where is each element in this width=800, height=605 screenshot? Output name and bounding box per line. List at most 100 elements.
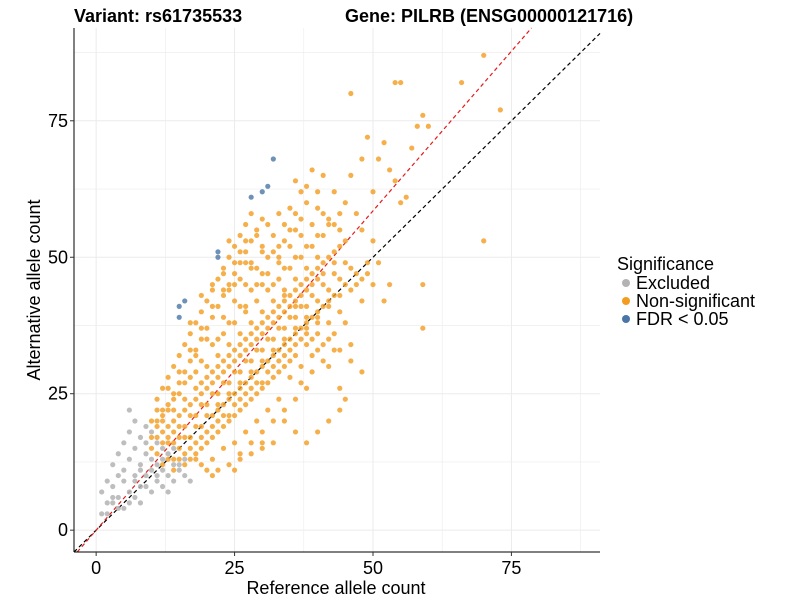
legend-key-fdr-0-05	[622, 315, 630, 323]
point-non-significant	[193, 423, 199, 430]
point-non-significant	[276, 347, 282, 353]
point-non-significant	[292, 331, 299, 337]
point-non-significant	[320, 260, 326, 266]
point-non-significant	[276, 396, 282, 402]
point-non-significant	[315, 347, 321, 353]
point-non-significant	[303, 331, 310, 337]
point-non-significant	[231, 412, 238, 419]
point-non-significant	[226, 363, 232, 370]
point-non-significant	[209, 303, 216, 309]
y-tick-label: 25	[48, 384, 68, 404]
point-non-significant	[326, 363, 332, 370]
point-non-significant	[198, 434, 204, 440]
point-non-significant	[209, 287, 216, 293]
point-non-significant	[309, 352, 315, 359]
point-non-significant	[248, 358, 254, 364]
point-non-significant	[231, 298, 238, 304]
point-non-significant	[254, 232, 260, 239]
point-non-significant	[337, 309, 343, 315]
point-non-significant	[359, 298, 365, 304]
point-non-significant	[309, 314, 315, 320]
point-non-significant	[281, 407, 287, 413]
point-excluded	[115, 472, 121, 479]
point-non-significant	[281, 336, 287, 342]
point-non-significant	[187, 445, 193, 451]
point-non-significant	[237, 232, 243, 239]
point-non-significant	[265, 358, 271, 364]
point-non-significant	[204, 429, 210, 435]
point-excluded	[165, 472, 171, 479]
point-non-significant	[165, 440, 171, 446]
point-excluded	[99, 511, 105, 517]
legend-label-non-significant: Non-significant	[636, 291, 755, 311]
point-non-significant	[237, 407, 243, 413]
point-non-significant	[176, 434, 182, 440]
point-non-significant	[298, 363, 304, 370]
point-excluded	[137, 467, 144, 473]
point-non-significant	[303, 243, 310, 249]
point-fdr-0-05	[265, 183, 271, 189]
point-non-significant	[281, 298, 287, 304]
point-non-significant	[187, 402, 193, 408]
point-non-significant	[171, 407, 177, 413]
point-non-significant	[220, 445, 227, 451]
point-non-significant	[270, 249, 276, 255]
point-non-significant	[326, 221, 332, 228]
variant-title: Variant: rs61735533	[74, 6, 242, 26]
point-non-significant	[215, 336, 221, 342]
point-non-significant	[187, 374, 193, 380]
point-non-significant	[243, 358, 249, 364]
point-non-significant	[243, 391, 249, 397]
point-non-significant	[148, 434, 155, 440]
point-non-significant	[298, 254, 304, 260]
point-excluded	[159, 445, 166, 451]
point-non-significant	[165, 423, 171, 430]
point-non-significant	[220, 265, 227, 271]
point-non-significant	[270, 418, 276, 424]
point-non-significant	[243, 221, 249, 228]
point-non-significant	[198, 380, 204, 386]
point-non-significant	[315, 309, 321, 315]
point-non-significant	[220, 380, 227, 386]
point-non-significant	[220, 369, 227, 375]
point-non-significant	[303, 287, 310, 293]
point-excluded	[104, 511, 110, 517]
point-non-significant	[254, 265, 260, 271]
point-excluded	[104, 478, 110, 484]
point-non-significant	[237, 380, 243, 386]
point-non-significant	[337, 407, 343, 413]
point-excluded	[187, 478, 193, 484]
point-excluded	[159, 456, 166, 462]
point-excluded	[148, 429, 155, 435]
point-fdr-0-05	[270, 156, 276, 162]
point-non-significant	[281, 352, 287, 359]
x-axis-label: Reference allele count	[246, 578, 425, 598]
point-non-significant	[353, 281, 359, 288]
point-excluded	[143, 440, 149, 446]
point-non-significant	[326, 287, 332, 293]
point-non-significant	[154, 418, 160, 424]
point-non-significant	[176, 456, 182, 462]
point-non-significant	[209, 369, 216, 375]
point-non-significant	[248, 374, 254, 380]
point-non-significant	[326, 320, 332, 326]
point-non-significant	[298, 380, 304, 386]
point-non-significant	[182, 451, 188, 457]
point-non-significant	[292, 303, 299, 309]
point-non-significant	[265, 314, 271, 320]
x-tick-label: 25	[225, 558, 245, 578]
point-non-significant	[182, 380, 188, 386]
point-non-significant	[226, 254, 232, 260]
point-non-significant	[292, 227, 299, 233]
point-non-significant	[193, 347, 199, 353]
point-non-significant	[331, 271, 337, 277]
point-non-significant	[193, 320, 199, 326]
reference-line-identity	[73, 33, 601, 553]
point-non-significant	[237, 249, 243, 255]
point-non-significant	[303, 200, 310, 206]
point-non-significant	[215, 418, 221, 424]
point-non-significant	[303, 440, 310, 446]
point-non-significant	[281, 265, 287, 271]
point-non-significant	[231, 260, 238, 266]
point-excluded	[137, 500, 144, 506]
